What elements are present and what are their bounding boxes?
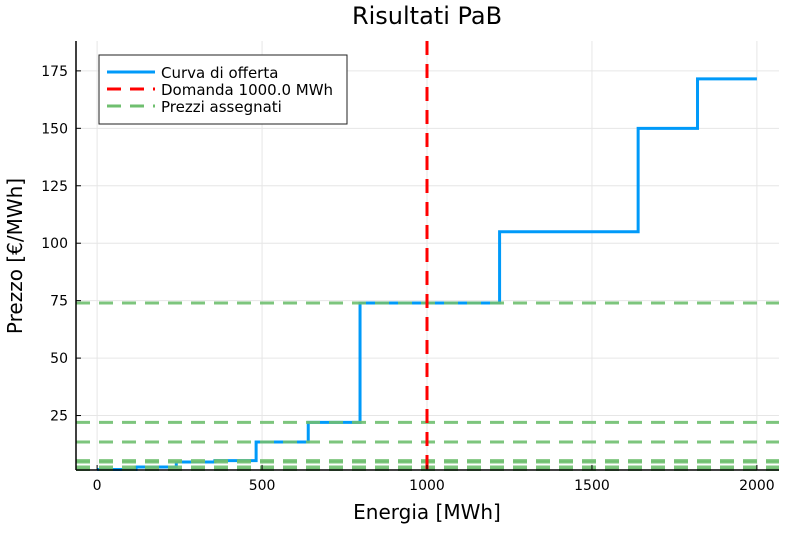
chart-title: Risultati PaB — [352, 2, 502, 30]
y-axis-label: Prezzo [€/MWh] — [3, 178, 27, 334]
y-tick-label: 50 — [50, 351, 68, 367]
y-tick-label: 175 — [41, 64, 68, 80]
y-tick-label: 150 — [41, 121, 68, 137]
y-tick-label: 75 — [50, 294, 68, 310]
x-axis-label: Energia [MWh] — [353, 500, 501, 524]
y-tick-label: 125 — [41, 179, 68, 195]
x-tick-label: 0 — [93, 478, 102, 494]
x-tick-label: 500 — [249, 478, 276, 494]
legend-label: Prezzi assegnati — [161, 98, 282, 116]
x-tick-label: 1000 — [409, 478, 445, 494]
legend-label: Domanda 1000.0 MWh — [161, 81, 333, 99]
y-tick-label: 25 — [50, 409, 68, 425]
legend: Curva di offerta Domanda 1000.0 MWh Prez… — [98, 54, 348, 125]
x-tick-label: 2000 — [739, 478, 775, 494]
x-tick-label: 1500 — [574, 478, 610, 494]
y-tick-label: 100 — [41, 236, 68, 252]
legend-label: Curva di offerta — [161, 64, 278, 82]
